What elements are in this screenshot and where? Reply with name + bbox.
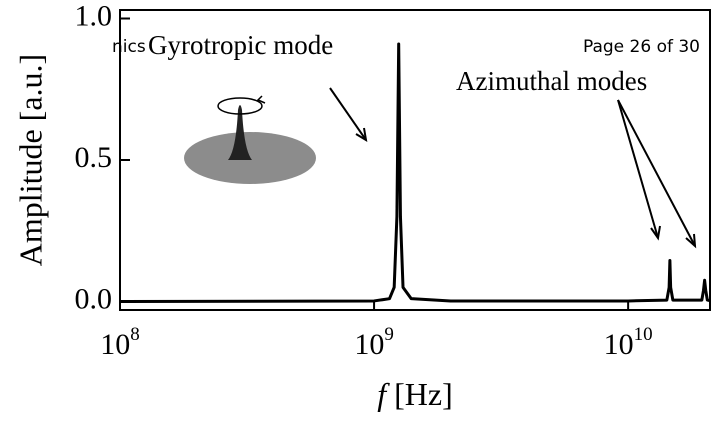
x-axis-unit: [Hz] xyxy=(394,376,453,412)
x-axis-label: f [Hz] xyxy=(377,376,453,412)
x-axis-symbol: f xyxy=(377,376,390,412)
x-tick-exponent: 8 xyxy=(130,324,140,345)
y-tick-label: 0.0 xyxy=(75,282,113,315)
x-tick-exponent: 10 xyxy=(634,324,653,345)
arrows xyxy=(329,87,697,249)
annotation: Gyrotropic mode xyxy=(148,30,333,60)
data-line xyxy=(119,42,711,304)
x-tick-label: 108 xyxy=(100,324,140,361)
y-tick-label: 1.0 xyxy=(75,0,113,32)
x-tick-base: 10 xyxy=(354,328,384,361)
x-tick-label: 1010 xyxy=(604,324,653,361)
annotation: Azimuthal modes xyxy=(456,66,647,96)
page-label: Page 26 of 30 xyxy=(583,37,700,57)
x-tick-base: 10 xyxy=(100,328,130,361)
y-axis-label: Amplitude [a.u.] xyxy=(12,54,48,266)
x-tick-base: 10 xyxy=(604,328,634,361)
y-tick-label: 0.5 xyxy=(75,141,113,174)
inset-illustration xyxy=(184,95,316,184)
x-tick-label: 109 xyxy=(354,324,394,361)
header-fragment: nics xyxy=(112,37,146,57)
x-tick-exponent: 9 xyxy=(384,324,394,345)
